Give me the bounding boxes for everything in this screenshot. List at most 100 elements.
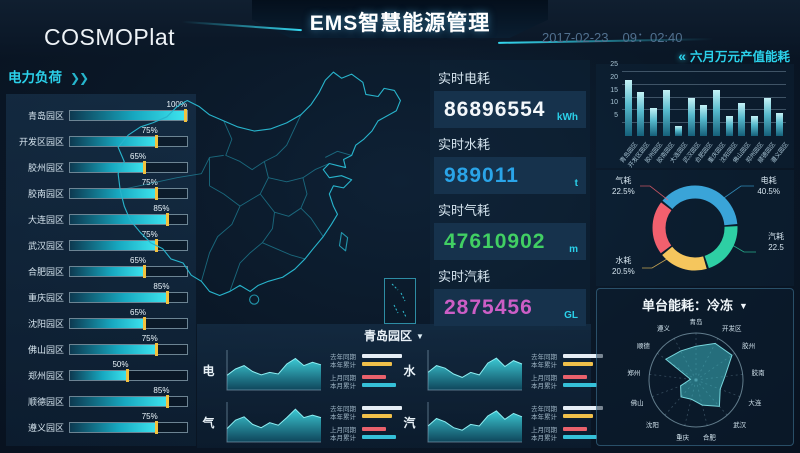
load-bar-track: 65% (69, 308, 188, 330)
legend-item: 本月累计 (330, 433, 402, 442)
dropdown-arrow-icon: ▼ (739, 301, 748, 311)
legend-item: 本月累计 (330, 381, 402, 390)
legend-swatch (563, 413, 593, 418)
power-load-title-text: 电力负荷 (8, 70, 62, 85)
stat-unit: m (569, 244, 578, 255)
monthly-energy-link[interactable]: «六月万元产值能耗 (678, 46, 790, 65)
legend-swatch (563, 374, 587, 379)
stat-group: 实时水耗 989011 t (430, 134, 590, 194)
trend-chart-grid: 电 去年同期 本年累计 上月同期 本月累计水 去年同期 本年累计 上月同期 本月累计气 去年… (197, 344, 603, 448)
donut-slice (652, 185, 738, 271)
bar (637, 92, 645, 136)
legend-label: 本年累计 (531, 413, 557, 421)
bar (725, 115, 733, 136)
load-bar-marker (143, 160, 147, 174)
load-percent-label: 75% (141, 333, 158, 343)
legend-item: 本年累计 (531, 412, 603, 421)
park-label: 胶南园区 (27, 188, 64, 199)
donut-leader-line (640, 185, 669, 201)
park-label: 合肥园区 (27, 266, 64, 277)
header-title-band (252, 0, 548, 38)
stat-group: 实时电耗 86896554 kWh (430, 68, 590, 128)
load-bar-marker (143, 316, 147, 330)
radar-axis-label: 遵义 (657, 323, 671, 332)
stat-value-box: 989011 t (434, 157, 586, 194)
stat-value: 2875456 (444, 296, 533, 319)
donut-label: 水耗 20.5% (612, 256, 635, 277)
park-label: 重庆园区 (27, 292, 64, 303)
load-bar-marker (143, 264, 147, 278)
park-label: 沈阳园区 (27, 318, 64, 329)
load-bar-marker (154, 420, 158, 434)
load-percent-label: 65% (130, 307, 147, 317)
trend-chart-label: 电 (202, 363, 215, 378)
park-label: 胶州园区 (27, 162, 64, 173)
donut-slice (652, 185, 738, 271)
load-percent-label: 75% (141, 229, 158, 239)
y-axis-tick: 25 (610, 61, 618, 68)
axes (226, 350, 321, 391)
load-bar-marker (166, 394, 170, 408)
radar-polygon (664, 342, 733, 407)
legend-label: 去年同期 (531, 405, 557, 413)
area-fill (227, 409, 321, 442)
legend-swatch (563, 405, 603, 410)
bar-group (622, 72, 786, 136)
park-selector[interactable]: 青岛园区 ▼ (197, 324, 591, 344)
load-bar-row: 开发区园区 75% (10, 126, 188, 153)
legend-label: 本年累计 (531, 361, 557, 369)
donut-slice (652, 185, 738, 271)
stat-label: 实时水耗 (438, 137, 491, 152)
trend-chart-气: 气 去年同期 本年累计 上月同期 本月累计 (201, 396, 402, 448)
legend-swatch (362, 434, 396, 439)
load-bar-marker (154, 134, 158, 148)
legend-label: 上月同期 (531, 374, 557, 382)
stat-unit: GL (564, 310, 578, 321)
y-axis-tick: 15 (610, 86, 618, 94)
load-bar-row: 郑州园区 50% (10, 359, 188, 387)
trend-legend: 去年同期 本年累计 上月同期 本月累计 (531, 404, 603, 442)
load-bar-row: 佛山园区 75% (10, 333, 188, 361)
load-bar-track: 75% (69, 412, 188, 434)
bar (662, 89, 670, 136)
legend-item: 本年累计 (330, 412, 402, 421)
load-bar-track: 85% (69, 204, 188, 226)
bar (624, 79, 632, 136)
trend-legend: 去年同期 本年累计 上月同期 本月累计 (330, 404, 402, 442)
axes (226, 402, 321, 443)
load-percent-label: 85% (153, 385, 170, 395)
legend-swatch (362, 426, 386, 431)
load-bar-row: 遵义园区 75% (10, 412, 188, 439)
stat-unit: t (574, 178, 578, 189)
park-label: 遵义园区 (27, 422, 64, 433)
y-axis-tick: 20 (610, 73, 618, 81)
stat-label: 实时电耗 (438, 71, 491, 86)
bar (713, 89, 721, 136)
energy-share-donut-panel: 电耗 40.5% 汽耗 22.5 水耗 20.5% 气耗 22.5% (596, 170, 794, 286)
date-label: 2017-02-23 (542, 30, 609, 45)
bar (776, 112, 784, 136)
datetime: 2017-02-23 09：02:40 (542, 27, 697, 46)
load-bar-track: 100% (69, 100, 188, 122)
load-percent-label: 50% (112, 359, 129, 369)
legend-item: 上月同期 (531, 425, 603, 434)
radar-outer-ring (648, 332, 744, 428)
axes (427, 350, 522, 391)
donut-leader-line (642, 255, 673, 269)
realtime-stats-panel: 实时电耗 86896554 kWh 实时水耗 989011 t 实时气耗 47610902 m 实… (430, 60, 590, 330)
china-map-svg (117, 71, 401, 305)
load-bar-track: 65% (69, 152, 188, 174)
bar-chart-plot: 5 10 15 20 25 (610, 61, 786, 136)
qingdao-trend-panel: 青岛园区 ▼ 电 去年同期 本年累计 上月同期 本月累计水 去年同期 本年累计 上月同期 本月… (197, 324, 603, 448)
area-line (427, 357, 523, 378)
double-chevron-right-icon: ❯❯ (70, 71, 89, 85)
stat-value: 47610902 (444, 230, 546, 253)
load-bar-marker (184, 108, 187, 122)
legend-label: 去年同期 (330, 353, 356, 361)
radar-metric-selector[interactable]: 单台能耗：冷冻 ▼ (597, 295, 793, 314)
load-bar-fill (70, 214, 170, 224)
power-load-title: 电力负荷 ❯❯ (8, 66, 89, 86)
park-label: 开发区园区 (18, 136, 64, 147)
